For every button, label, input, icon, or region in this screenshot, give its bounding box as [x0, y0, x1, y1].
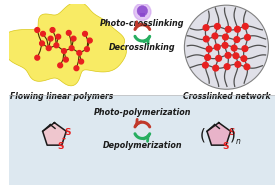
Circle shape	[48, 36, 53, 41]
Circle shape	[50, 28, 55, 32]
Text: S: S	[228, 128, 235, 137]
Circle shape	[40, 41, 44, 46]
Circle shape	[224, 64, 230, 70]
Text: Depolymerization: Depolymerization	[102, 141, 182, 150]
Polygon shape	[43, 123, 66, 145]
Circle shape	[216, 55, 222, 61]
Circle shape	[244, 64, 250, 70]
Text: S: S	[64, 128, 71, 137]
Text: S: S	[57, 142, 64, 151]
Text: ): )	[230, 128, 236, 143]
Circle shape	[206, 46, 212, 52]
Circle shape	[213, 65, 218, 71]
Circle shape	[225, 26, 231, 32]
Text: n: n	[235, 137, 240, 146]
Circle shape	[69, 46, 74, 50]
Circle shape	[62, 49, 66, 53]
Circle shape	[77, 50, 82, 55]
Circle shape	[203, 62, 208, 68]
Circle shape	[233, 53, 239, 59]
Text: Decrosslinking: Decrosslinking	[109, 43, 176, 52]
Text: Crosslinked network: Crosslinked network	[183, 92, 270, 101]
FancyBboxPatch shape	[140, 13, 145, 17]
Circle shape	[222, 43, 228, 48]
Text: S: S	[222, 142, 229, 151]
Circle shape	[58, 63, 62, 68]
Circle shape	[234, 37, 240, 42]
Circle shape	[203, 36, 209, 42]
Circle shape	[212, 33, 218, 39]
Circle shape	[203, 25, 209, 30]
Text: (: (	[199, 128, 205, 143]
Circle shape	[46, 46, 51, 50]
Circle shape	[231, 45, 237, 51]
Circle shape	[79, 59, 84, 64]
Circle shape	[242, 46, 248, 52]
Polygon shape	[2, 2, 126, 86]
Circle shape	[235, 62, 241, 67]
Circle shape	[235, 26, 240, 32]
Circle shape	[134, 3, 151, 20]
Circle shape	[54, 43, 59, 48]
Circle shape	[242, 23, 248, 29]
Circle shape	[64, 57, 68, 62]
Circle shape	[137, 6, 148, 16]
Circle shape	[66, 30, 71, 35]
Circle shape	[35, 55, 40, 60]
Polygon shape	[207, 123, 231, 145]
Circle shape	[74, 66, 79, 71]
Text: -: -	[62, 134, 66, 144]
Text: Flowing linear polymers: Flowing linear polymers	[9, 92, 113, 101]
Circle shape	[241, 56, 247, 61]
Circle shape	[223, 34, 228, 40]
FancyBboxPatch shape	[9, 95, 275, 185]
Circle shape	[87, 38, 92, 43]
Circle shape	[245, 35, 250, 40]
Circle shape	[83, 31, 87, 36]
Circle shape	[214, 44, 220, 50]
Circle shape	[225, 53, 231, 58]
Circle shape	[205, 55, 210, 60]
Circle shape	[215, 23, 220, 29]
Circle shape	[184, 5, 268, 89]
Circle shape	[35, 28, 40, 32]
Text: Photo-polymerization: Photo-polymerization	[93, 108, 191, 117]
Circle shape	[40, 31, 45, 36]
Circle shape	[56, 34, 61, 39]
Circle shape	[85, 47, 89, 52]
Text: Photo-crosslinking: Photo-crosslinking	[100, 19, 185, 28]
FancyBboxPatch shape	[9, 4, 275, 95]
Circle shape	[71, 36, 76, 41]
